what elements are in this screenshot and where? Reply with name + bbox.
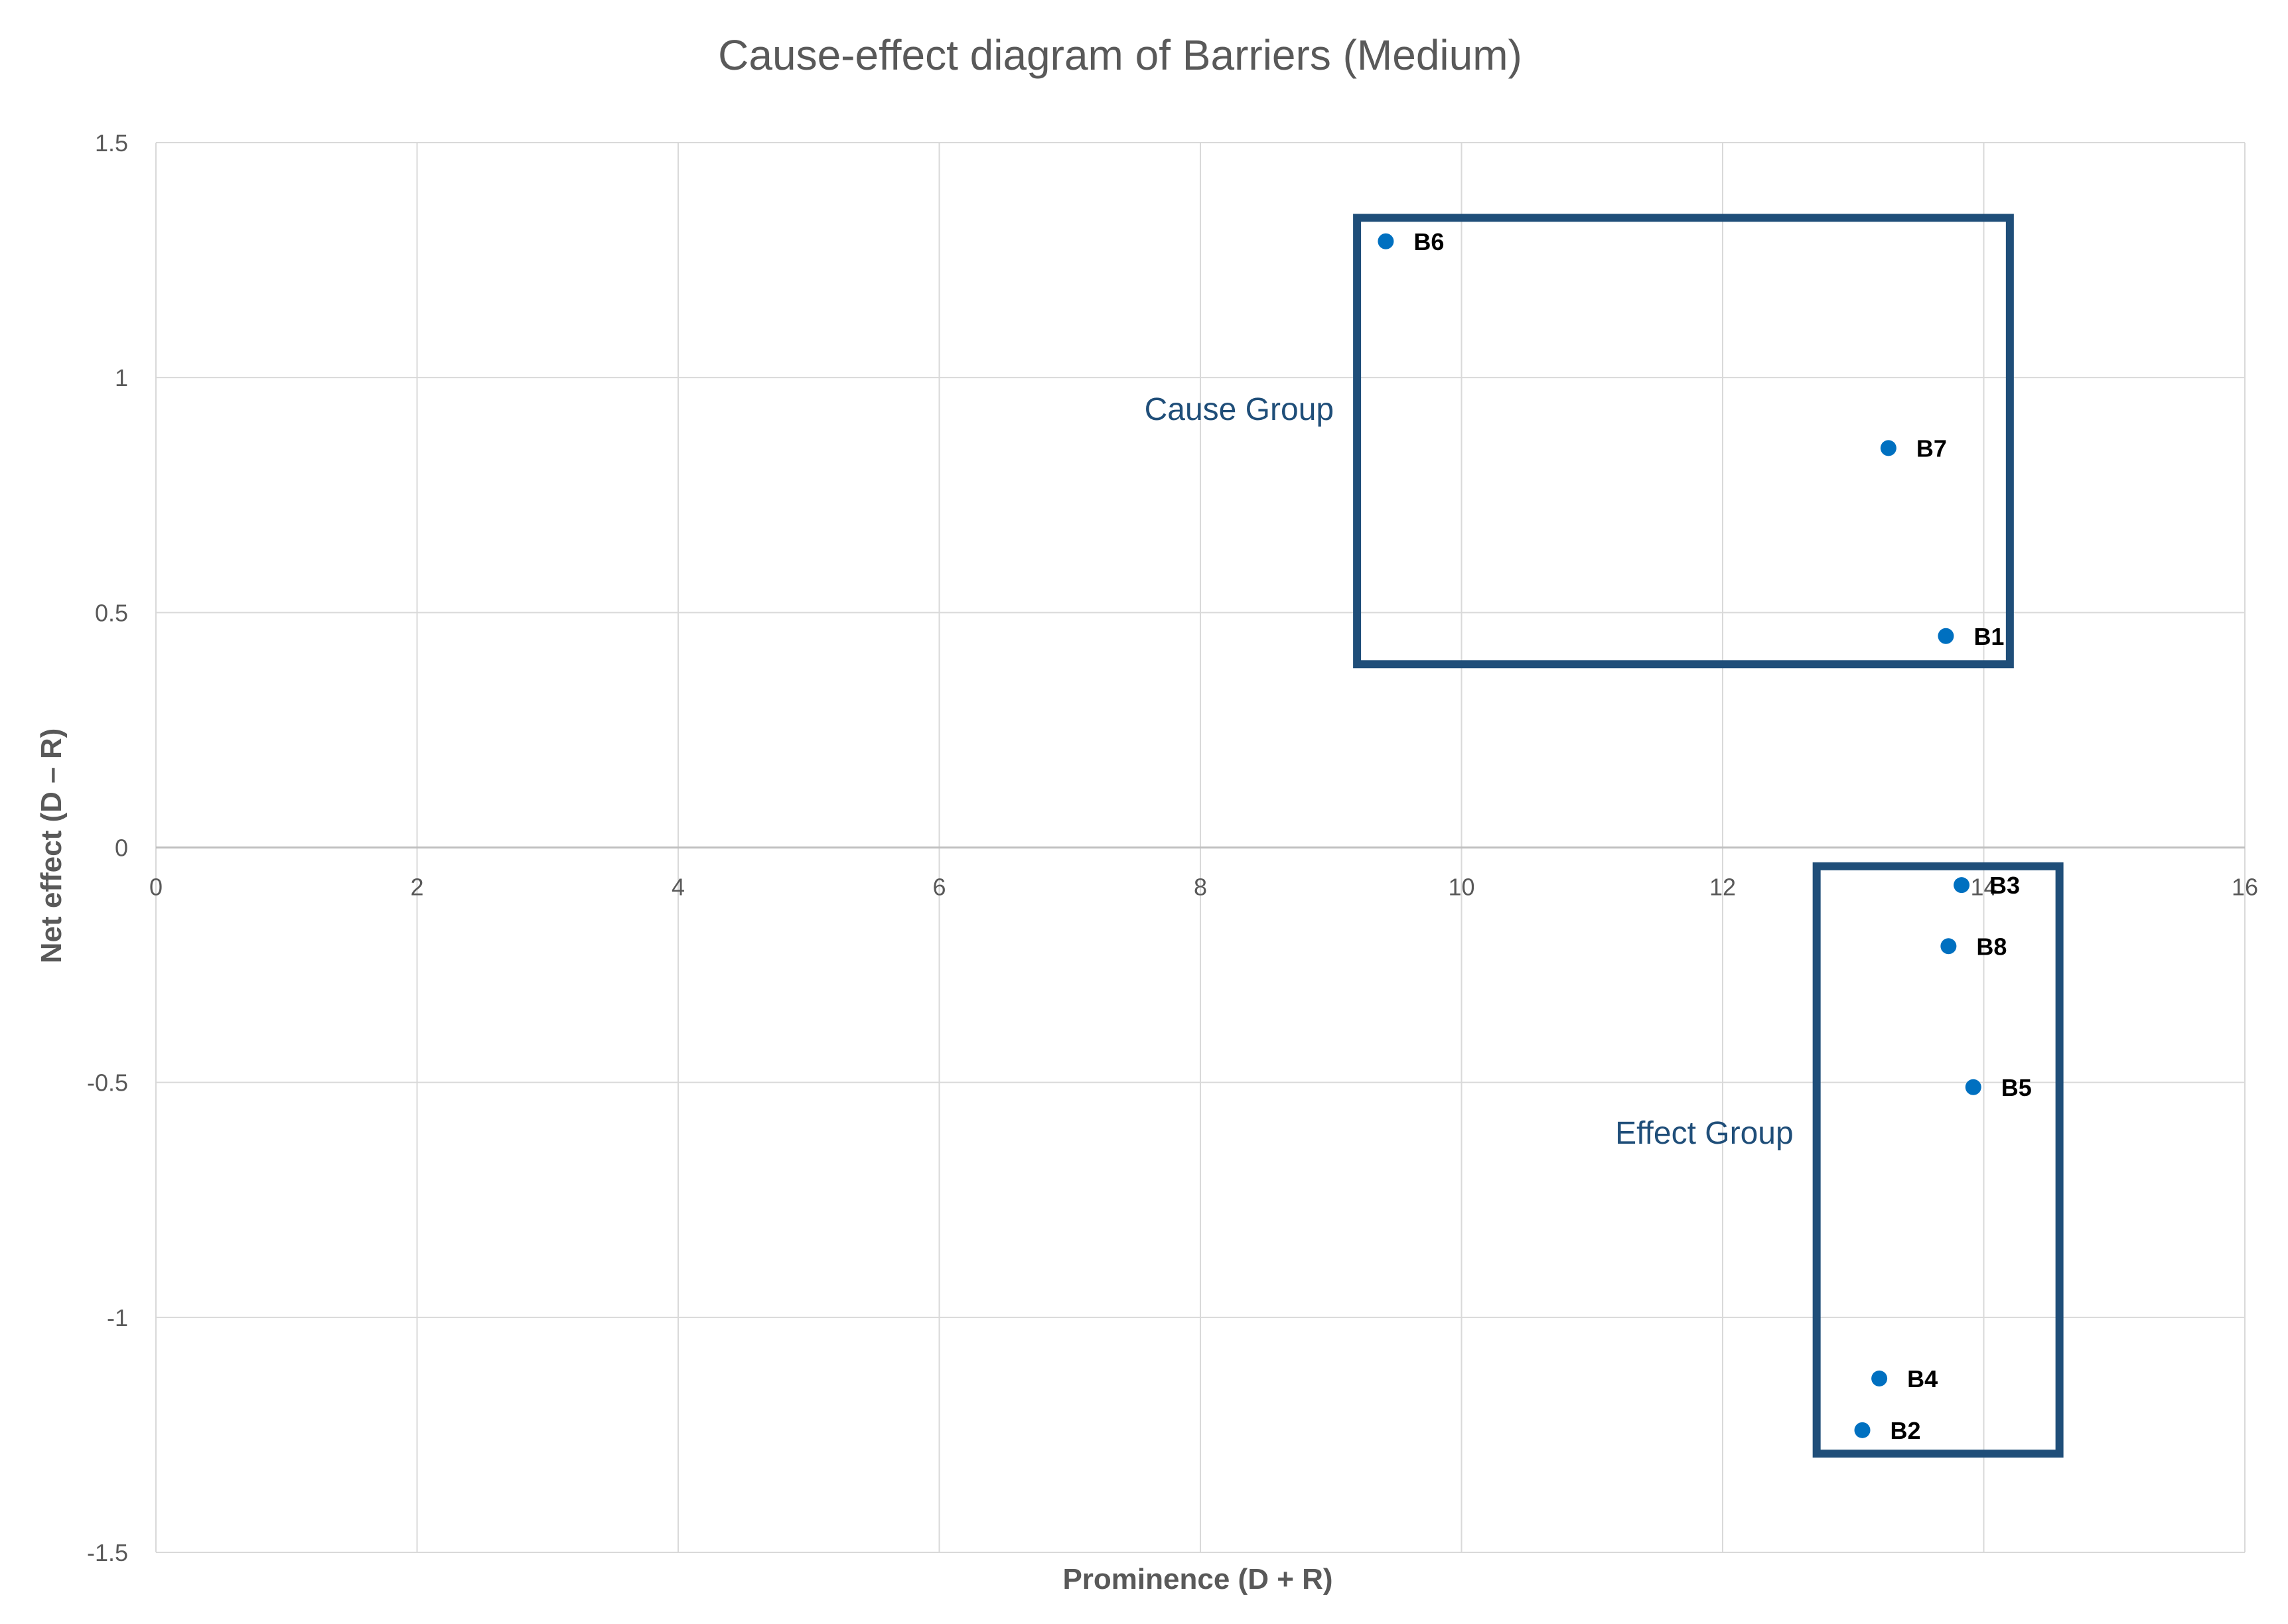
x-tick-label: 4 [672, 874, 685, 901]
x-tick-label: 14 [1970, 874, 1997, 901]
data-point-label: B8 [1976, 933, 2007, 960]
chart-title: Cause-effect diagram of Barriers (Medium… [718, 31, 1522, 79]
x-tick-label: 10 [1448, 874, 1474, 901]
data-point-label: B4 [1907, 1365, 1938, 1392]
x-axis-label: Prominence (D + R) [1062, 1563, 1332, 1595]
x-tick-label: 8 [1194, 874, 1207, 901]
group-box [1812, 862, 2064, 1458]
data-point [1938, 628, 1954, 644]
group-label: Cause Group [1145, 392, 1334, 427]
x-tick-label: 16 [2232, 874, 2258, 901]
y-tick-label: -1.5 [87, 1539, 128, 1566]
group-box [1353, 214, 2014, 669]
data-point-label: B7 [1916, 435, 1947, 462]
x-tick-label: 0 [149, 874, 163, 901]
data-point [1871, 1370, 1888, 1387]
y-tick-label: 0.5 [95, 599, 128, 626]
y-axis-label: Net effect (D – R) [35, 728, 68, 964]
data-point-label: B2 [1891, 1417, 1921, 1444]
axes: 0 2 4 6 8 10 12 14 16 1.5 1 0.5 0 -0.5 -1 -1.5 [87, 129, 2258, 1566]
data-point-label: B5 [2001, 1074, 2032, 1101]
group-boxes: Cause Group Effect Group [1145, 214, 2064, 1458]
data-point [1965, 1079, 1981, 1095]
data-point-label: B1 [1973, 623, 2004, 650]
data-point [1378, 233, 1394, 249]
y-tick-label: 1 [115, 364, 128, 391]
data-point [1880, 440, 1896, 456]
data-point-label: B6 [1413, 228, 1444, 255]
data-points: B6 B7 B1 B3 B8 B5 B4 B2 [1378, 228, 2032, 1444]
x-tick-label: 6 [932, 874, 946, 901]
y-tick-label: 1.5 [95, 129, 128, 157]
x-tick-label: 12 [1709, 874, 1736, 901]
data-point [1854, 1422, 1871, 1438]
y-tick-label: 0 [115, 835, 128, 862]
data-point [1940, 938, 1957, 955]
y-tick-label: -1 [107, 1304, 128, 1331]
group-label: Effect Group [1615, 1116, 1794, 1151]
y-tick-label: -0.5 [87, 1069, 128, 1097]
data-point-label: B3 [1989, 872, 2020, 899]
x-tick-label: 2 [410, 874, 423, 901]
data-point [1954, 877, 1970, 894]
